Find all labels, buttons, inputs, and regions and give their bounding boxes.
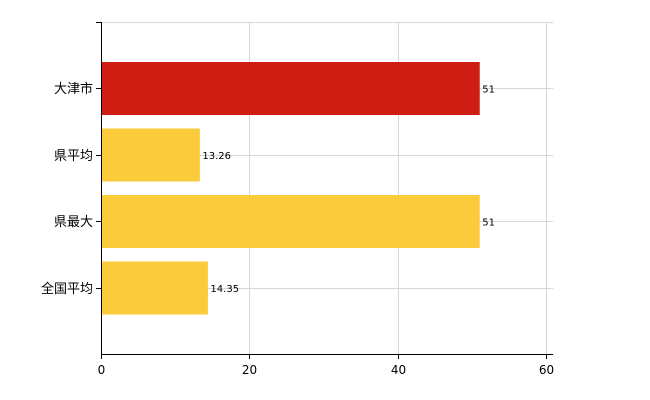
data-label: 13.26 — [202, 151, 231, 162]
bar-layer — [101, 62, 480, 315]
bar-1 — [101, 62, 480, 115]
category-label: 全国平均 — [41, 281, 93, 297]
bar-4 — [101, 261, 208, 315]
x-tick-label: 20 — [242, 363, 257, 377]
x-tick-label: 0 — [98, 363, 106, 377]
category-label: 県最大 — [54, 215, 93, 230]
x-tick-label: 60 — [539, 363, 554, 377]
bar-3 — [101, 195, 480, 248]
category-label: 大津市 — [54, 81, 93, 97]
data-label: 14.35 — [210, 284, 239, 295]
data-label: 51 — [482, 84, 495, 95]
x-tick-label: 40 — [391, 363, 406, 377]
bar-2 — [101, 128, 200, 182]
axis-layer — [96, 22, 553, 359]
data-label: 51 — [482, 217, 495, 228]
category-label: 県平均 — [54, 149, 93, 164]
